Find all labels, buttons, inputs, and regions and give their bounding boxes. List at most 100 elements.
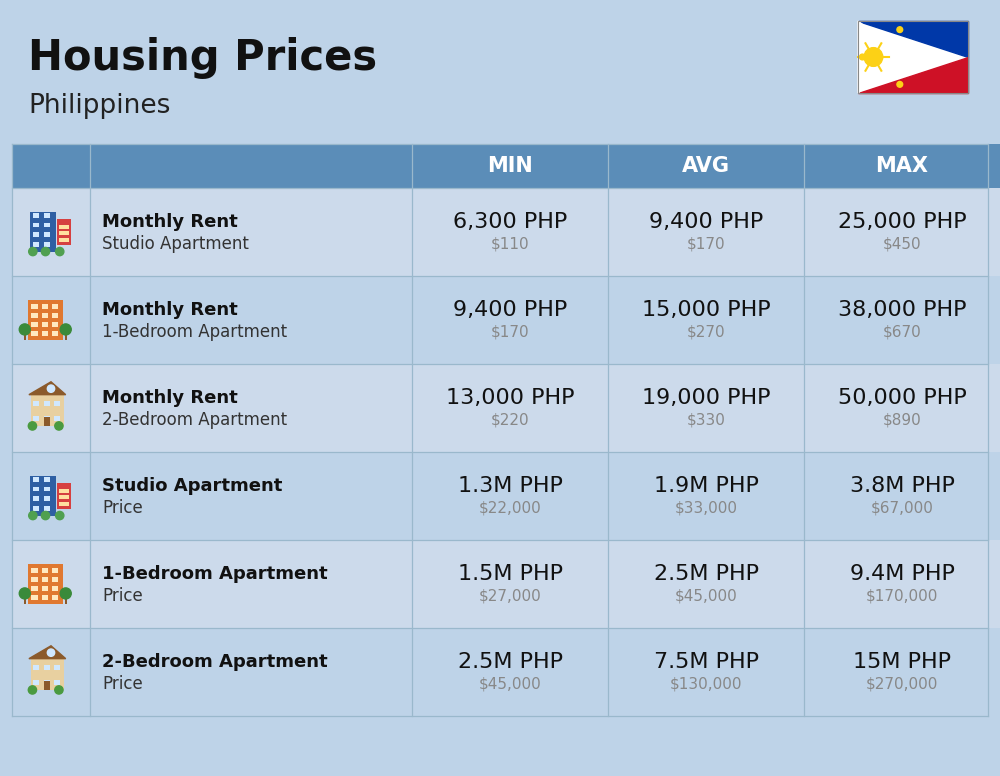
FancyBboxPatch shape [42, 304, 48, 309]
FancyBboxPatch shape [12, 144, 90, 188]
Text: Price: Price [102, 499, 143, 517]
FancyBboxPatch shape [33, 232, 39, 237]
FancyBboxPatch shape [52, 314, 58, 317]
Text: 2.5M PHP: 2.5M PHP [458, 652, 562, 672]
FancyBboxPatch shape [31, 304, 38, 309]
FancyBboxPatch shape [42, 331, 48, 336]
Text: $67,000: $67,000 [871, 501, 933, 515]
FancyBboxPatch shape [804, 188, 1000, 276]
FancyBboxPatch shape [90, 188, 412, 276]
FancyBboxPatch shape [42, 587, 48, 591]
Text: 2-Bedroom Apartment: 2-Bedroom Apartment [102, 411, 287, 429]
Circle shape [41, 511, 50, 520]
FancyBboxPatch shape [804, 540, 1000, 628]
FancyBboxPatch shape [30, 213, 56, 251]
FancyBboxPatch shape [608, 188, 804, 276]
FancyBboxPatch shape [12, 364, 90, 452]
Text: 19,000 PHP: 19,000 PHP [642, 388, 770, 408]
Text: $170: $170 [687, 237, 725, 251]
FancyBboxPatch shape [54, 400, 60, 406]
FancyBboxPatch shape [31, 568, 38, 573]
FancyBboxPatch shape [608, 276, 804, 364]
Text: $22,000: $22,000 [479, 501, 541, 515]
FancyBboxPatch shape [33, 680, 39, 685]
FancyBboxPatch shape [52, 595, 58, 600]
FancyBboxPatch shape [33, 223, 39, 227]
Text: 9,400 PHP: 9,400 PHP [649, 212, 763, 232]
Circle shape [29, 248, 37, 255]
FancyBboxPatch shape [65, 331, 67, 340]
FancyBboxPatch shape [31, 595, 38, 600]
Text: $170,000: $170,000 [866, 588, 938, 604]
FancyBboxPatch shape [804, 144, 1000, 188]
Text: $170: $170 [491, 324, 529, 340]
FancyBboxPatch shape [412, 364, 608, 452]
FancyBboxPatch shape [42, 595, 48, 600]
FancyBboxPatch shape [90, 364, 412, 452]
FancyBboxPatch shape [28, 564, 62, 604]
FancyBboxPatch shape [52, 304, 58, 309]
Text: 1.5M PHP: 1.5M PHP [458, 564, 562, 584]
FancyBboxPatch shape [52, 322, 58, 327]
FancyBboxPatch shape [608, 540, 804, 628]
FancyBboxPatch shape [412, 452, 608, 540]
FancyBboxPatch shape [52, 331, 58, 336]
Text: MIN: MIN [487, 156, 533, 176]
FancyBboxPatch shape [59, 496, 69, 499]
Text: Price: Price [102, 587, 143, 605]
FancyBboxPatch shape [42, 314, 48, 317]
Text: 15,000 PHP: 15,000 PHP [642, 300, 770, 320]
FancyBboxPatch shape [90, 540, 412, 628]
FancyBboxPatch shape [858, 21, 968, 93]
FancyBboxPatch shape [59, 231, 69, 235]
Circle shape [860, 54, 865, 60]
Polygon shape [858, 21, 904, 93]
FancyBboxPatch shape [44, 213, 50, 217]
Text: 1.3M PHP: 1.3M PHP [458, 476, 562, 496]
Text: 1.9M PHP: 1.9M PHP [654, 476, 758, 496]
FancyBboxPatch shape [33, 400, 39, 406]
FancyBboxPatch shape [412, 628, 608, 716]
Circle shape [41, 248, 50, 255]
FancyBboxPatch shape [28, 300, 62, 340]
FancyBboxPatch shape [33, 416, 39, 421]
Text: $330: $330 [687, 413, 725, 428]
FancyBboxPatch shape [44, 232, 50, 237]
FancyBboxPatch shape [12, 540, 90, 628]
FancyBboxPatch shape [31, 331, 38, 336]
Polygon shape [29, 646, 66, 659]
Text: Studio Apartment: Studio Apartment [102, 477, 282, 495]
FancyBboxPatch shape [52, 577, 58, 582]
FancyBboxPatch shape [44, 400, 50, 406]
FancyBboxPatch shape [54, 416, 60, 421]
Text: 1-Bedroom Apartment: 1-Bedroom Apartment [102, 565, 328, 583]
Text: Monthly Rent: Monthly Rent [102, 301, 238, 319]
Text: 1-Bedroom Apartment: 1-Bedroom Apartment [102, 323, 287, 341]
FancyBboxPatch shape [804, 452, 1000, 540]
Circle shape [60, 588, 71, 599]
FancyBboxPatch shape [12, 188, 90, 276]
Text: Monthly Rent: Monthly Rent [102, 389, 238, 407]
FancyBboxPatch shape [59, 489, 69, 493]
Circle shape [28, 422, 37, 430]
FancyBboxPatch shape [33, 664, 39, 670]
Circle shape [897, 81, 903, 87]
Text: $890: $890 [883, 413, 921, 428]
Circle shape [19, 588, 30, 599]
FancyBboxPatch shape [12, 452, 90, 540]
FancyBboxPatch shape [24, 331, 26, 340]
FancyBboxPatch shape [33, 242, 39, 247]
FancyBboxPatch shape [412, 276, 608, 364]
FancyBboxPatch shape [12, 276, 90, 364]
FancyBboxPatch shape [412, 144, 608, 188]
Polygon shape [29, 382, 66, 395]
Text: $270,000: $270,000 [866, 677, 938, 691]
Text: $110: $110 [491, 237, 529, 251]
Text: $45,000: $45,000 [479, 677, 541, 691]
FancyBboxPatch shape [42, 322, 48, 327]
FancyBboxPatch shape [44, 416, 50, 421]
Text: 7.5M PHP: 7.5M PHP [654, 652, 759, 672]
Text: 9,400 PHP: 9,400 PHP [453, 300, 567, 320]
FancyBboxPatch shape [90, 452, 412, 540]
FancyBboxPatch shape [90, 628, 412, 716]
